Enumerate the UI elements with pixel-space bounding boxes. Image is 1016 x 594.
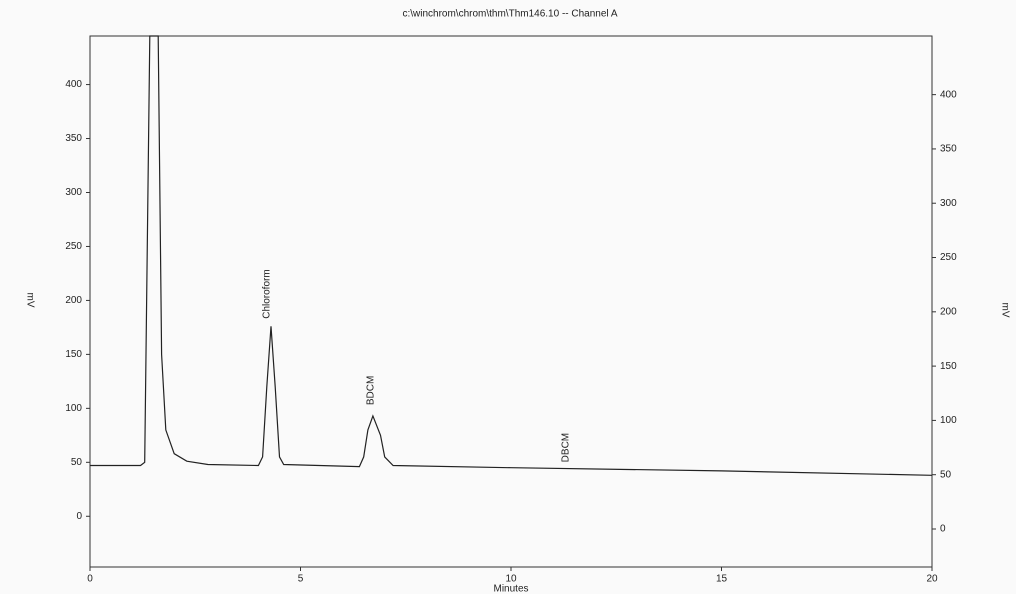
peak-label: Chloroform <box>261 269 272 318</box>
y-axis-label: mV <box>24 293 35 308</box>
chart: c:\winchrom\chrom\thm\Thm146.10 -- Chann… <box>0 0 1016 594</box>
y2-tick-label: 0 <box>940 524 946 535</box>
y-tick-label: 100 <box>65 403 82 414</box>
peak-label: BDCM <box>365 376 376 405</box>
y2-axis-label: mV <box>999 303 1010 318</box>
y2-tick-label: 50 <box>940 469 952 480</box>
y-tick-label: 300 <box>65 187 82 198</box>
x-tick-label: 0 <box>87 574 93 585</box>
y2-tick-label: 250 <box>940 252 957 263</box>
peak-label: DBCM <box>560 433 571 462</box>
y2-tick-label: 100 <box>940 415 957 426</box>
y2-tick-label: 200 <box>940 306 957 317</box>
trace-line <box>90 36 932 475</box>
y-tick-label: 0 <box>76 511 82 522</box>
chart-title: c:\winchrom\chrom\thm\Thm146.10 -- Chann… <box>402 9 617 20</box>
plot-frame <box>90 36 932 567</box>
y-tick-label: 250 <box>65 241 82 252</box>
y2-tick-label: 150 <box>940 361 957 372</box>
y2-tick-label: 350 <box>940 144 957 155</box>
y-tick-label: 350 <box>65 133 82 144</box>
y-tick-label: 50 <box>71 457 83 468</box>
x-tick-label: 10 <box>505 574 517 585</box>
y2-tick-label: 300 <box>940 198 957 209</box>
y-tick-label: 200 <box>65 295 82 306</box>
x-tick-label: 20 <box>926 574 938 585</box>
y-tick-label: 150 <box>65 349 82 360</box>
x-tick-label: 5 <box>298 574 304 585</box>
y-tick-label: 400 <box>65 79 82 90</box>
x-axis-label: Minutes <box>493 584 528 594</box>
x-tick-label: 15 <box>716 574 728 585</box>
y2-tick-label: 400 <box>940 89 957 100</box>
